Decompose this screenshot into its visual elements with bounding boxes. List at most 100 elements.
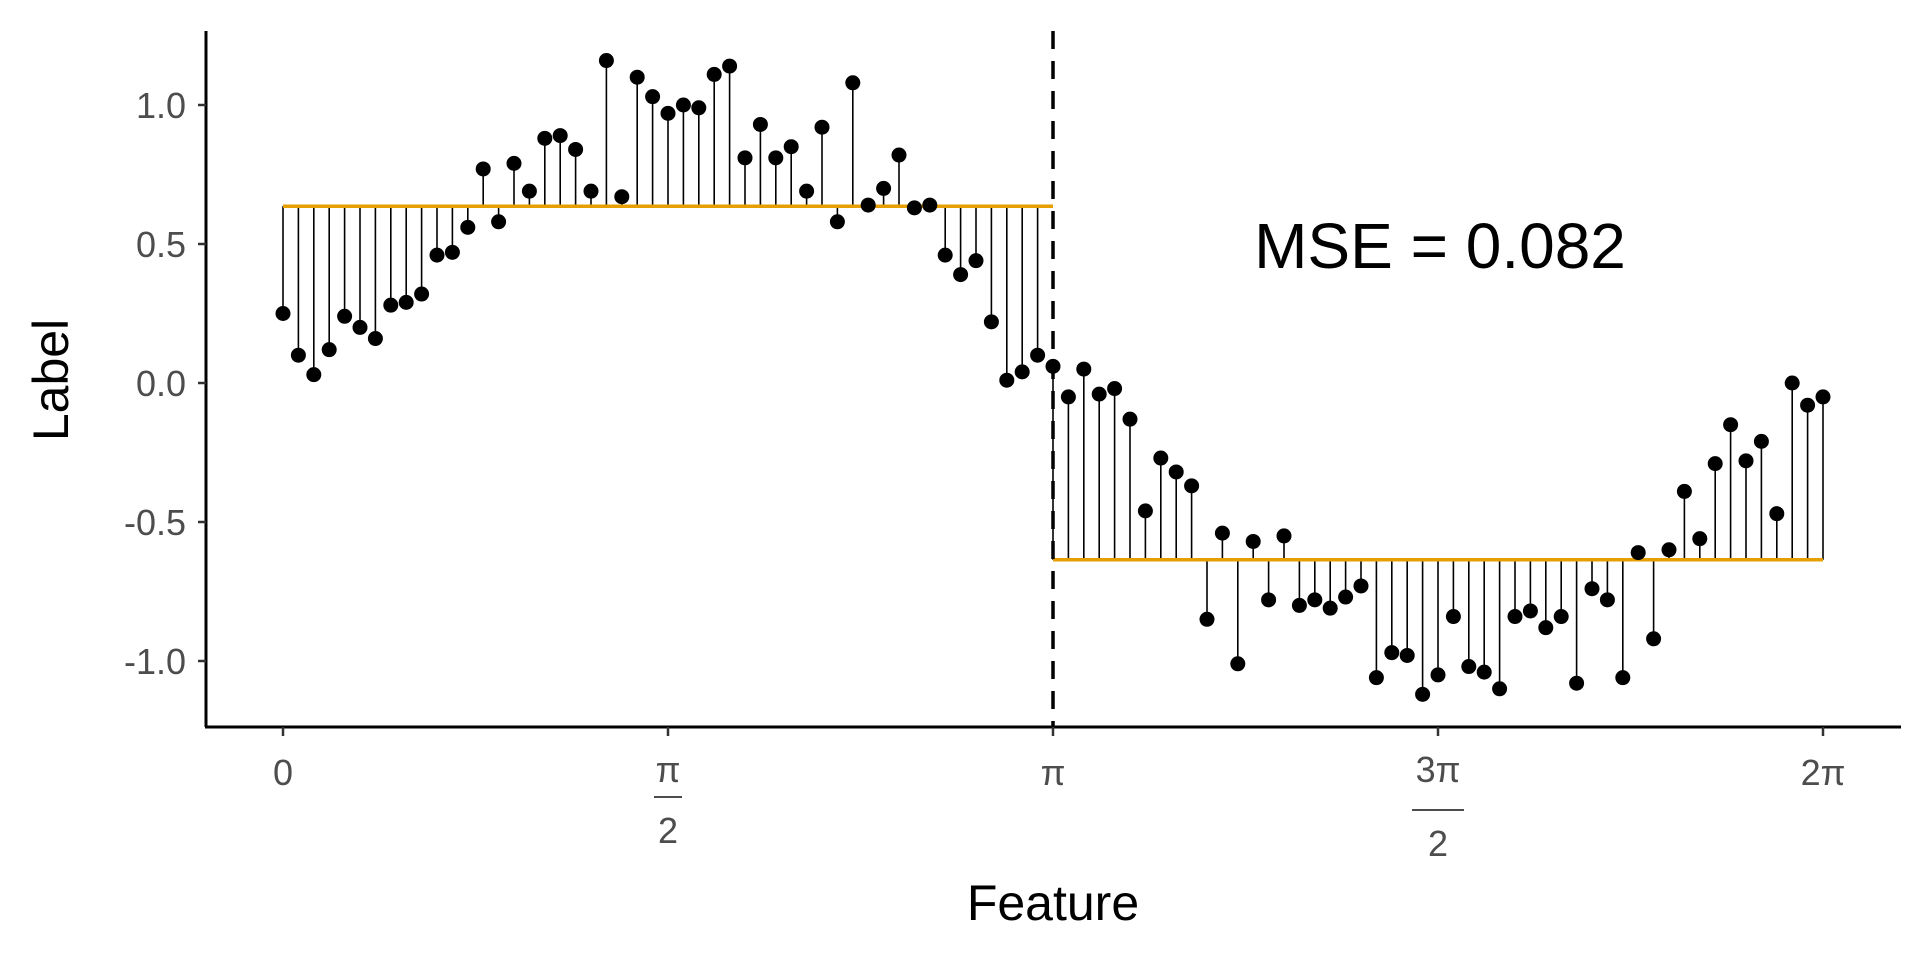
data-point xyxy=(1599,592,1615,608)
data-point xyxy=(1014,364,1030,380)
data-point xyxy=(1584,581,1600,597)
y-axis-title: Label xyxy=(23,319,79,441)
mse-annotation: MSE = 0.082 xyxy=(1254,210,1626,282)
data-point xyxy=(367,331,383,347)
data-point xyxy=(1214,525,1230,541)
data-point xyxy=(1630,545,1646,561)
data-point xyxy=(1615,670,1631,686)
data-point xyxy=(645,89,661,105)
data-point xyxy=(1723,417,1739,433)
data-point xyxy=(475,161,491,177)
data-point xyxy=(1184,478,1200,494)
data-point xyxy=(1384,645,1400,661)
data-point xyxy=(1322,600,1338,616)
data-point xyxy=(1492,681,1508,697)
data-point xyxy=(614,189,630,205)
data-point xyxy=(1153,450,1169,466)
x-tick-label: 3π xyxy=(1416,749,1461,790)
data-point xyxy=(352,319,368,335)
data-point xyxy=(1800,397,1816,413)
data-point xyxy=(321,342,337,358)
data-point xyxy=(968,253,984,269)
data-point xyxy=(290,347,306,363)
y-tick-label: -0.5 xyxy=(124,502,186,543)
data-point xyxy=(1661,542,1677,558)
data-point xyxy=(383,297,399,313)
x-axis-title: Feature xyxy=(967,875,1139,931)
data-point xyxy=(1276,528,1292,544)
data-point xyxy=(1245,533,1261,549)
data-point xyxy=(521,183,537,199)
data-point xyxy=(537,130,553,146)
data-point xyxy=(306,367,322,383)
data-point xyxy=(814,119,830,135)
data-point xyxy=(1507,609,1523,625)
y-tick-label: 1.0 xyxy=(136,85,186,126)
data-point xyxy=(1769,506,1785,522)
data-point xyxy=(275,306,291,321)
data-point xyxy=(953,267,969,283)
x-tick-label: π xyxy=(656,749,681,790)
x-tick-label-denominator: 2 xyxy=(658,810,678,851)
data-point xyxy=(1461,659,1477,675)
data-point xyxy=(983,314,999,330)
x-tick-label: π xyxy=(1041,752,1066,793)
data-point xyxy=(829,214,845,230)
data-point xyxy=(1137,503,1153,519)
data-point xyxy=(799,183,815,199)
data-point xyxy=(398,294,414,310)
data-point xyxy=(1338,589,1354,605)
data-point xyxy=(629,69,645,85)
data-point xyxy=(999,372,1015,388)
data-point xyxy=(1199,611,1215,627)
x-tick-label: 0 xyxy=(273,752,293,793)
data-point xyxy=(1353,578,1369,594)
data-point xyxy=(1784,375,1800,391)
data-point xyxy=(1738,453,1754,469)
data-point xyxy=(337,308,353,324)
data-point xyxy=(491,214,507,230)
data-point xyxy=(583,183,599,199)
data-point xyxy=(1646,631,1662,647)
data-point xyxy=(1522,603,1538,619)
data-point xyxy=(1692,531,1708,547)
y-tick-label: 0.5 xyxy=(136,224,186,265)
data-point xyxy=(1045,358,1061,374)
data-point xyxy=(1168,464,1184,480)
data-point xyxy=(1676,483,1692,499)
data-point xyxy=(860,197,876,213)
data-point xyxy=(1091,386,1107,402)
data-point xyxy=(460,219,476,235)
data-point xyxy=(568,141,584,157)
data-point xyxy=(1307,592,1323,608)
data-point xyxy=(1368,670,1384,686)
x-tick-label: 2π xyxy=(1801,752,1846,793)
data-point xyxy=(722,58,738,74)
data-point xyxy=(552,128,568,144)
data-point xyxy=(1415,686,1431,702)
data-point xyxy=(675,97,691,113)
data-point xyxy=(783,139,799,155)
data-point xyxy=(506,155,522,171)
data-point xyxy=(1815,389,1831,405)
data-point xyxy=(937,247,953,263)
data-point xyxy=(922,197,938,213)
data-point xyxy=(444,244,460,260)
data-point xyxy=(1430,667,1446,683)
data-point xyxy=(706,66,722,82)
data-point xyxy=(660,105,676,121)
data-point xyxy=(1399,647,1415,663)
data-point xyxy=(1569,675,1585,691)
data-point xyxy=(1060,389,1076,405)
data-point xyxy=(1445,609,1461,625)
data-point xyxy=(1107,381,1123,397)
data-point xyxy=(1553,609,1569,625)
data-point xyxy=(1707,456,1723,472)
data-point xyxy=(1291,597,1307,613)
data-point xyxy=(1230,656,1246,672)
data-point xyxy=(1261,592,1277,608)
data-point xyxy=(1122,411,1138,427)
x-tick-label-denominator: 2 xyxy=(1428,823,1448,864)
data-point xyxy=(1030,347,1046,363)
data-point xyxy=(429,247,445,263)
